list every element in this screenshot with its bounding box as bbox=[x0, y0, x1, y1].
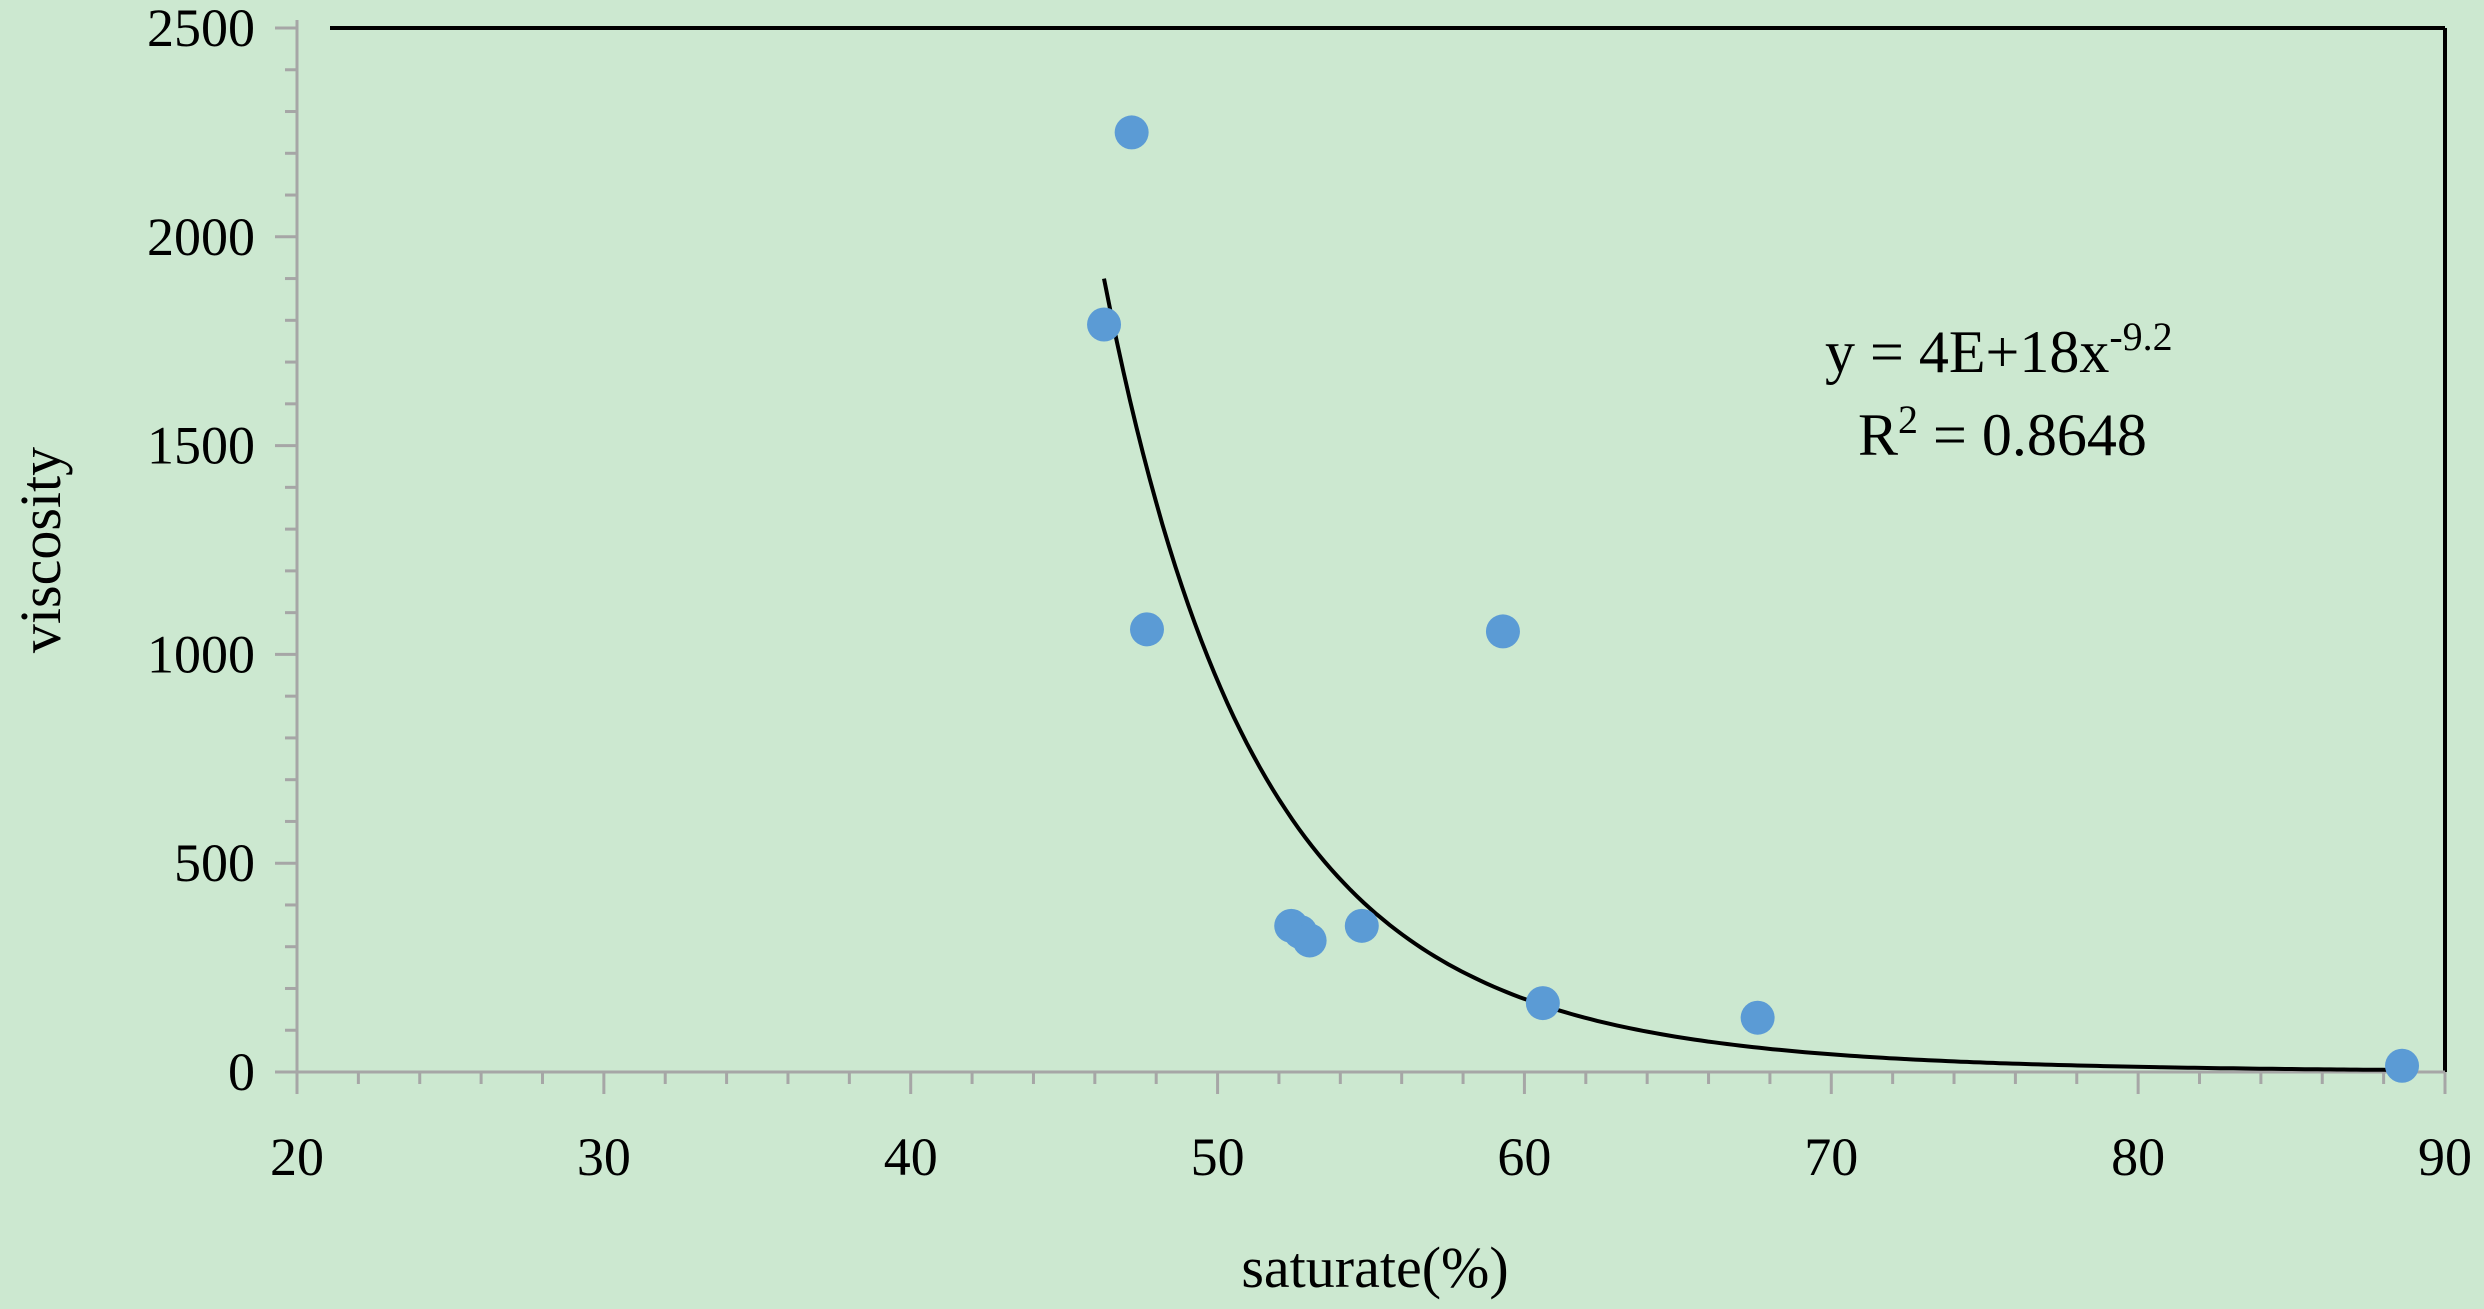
y-tick-label: 1000 bbox=[147, 624, 255, 684]
data-point bbox=[1087, 307, 1122, 342]
equation-exponent: -9.2 bbox=[2109, 314, 2172, 359]
x-axis-title: saturate(%) bbox=[1241, 1235, 1508, 1300]
trendline-equation: y = 4E+18x-9.2 bbox=[1825, 314, 2173, 385]
data-point bbox=[1740, 1000, 1775, 1035]
r2-prefix: R bbox=[1858, 402, 1898, 468]
x-tick-label: 50 bbox=[1191, 1127, 1245, 1187]
r2-superscript: 2 bbox=[1898, 397, 1918, 442]
data-point bbox=[1344, 908, 1379, 943]
x-tick-label: 20 bbox=[270, 1127, 324, 1187]
equation-lhs: y = 4E+18x bbox=[1825, 319, 2109, 385]
data-point bbox=[2385, 1048, 2420, 1083]
y-tick-label: 500 bbox=[174, 833, 255, 893]
r-squared-label: R2 = 0.8648 bbox=[1858, 397, 2147, 468]
axes bbox=[275, 20, 2447, 1094]
data-point bbox=[1525, 986, 1560, 1021]
y-axis-title: viscosity bbox=[8, 447, 73, 653]
y-tick-label: 2000 bbox=[147, 207, 255, 267]
data-point bbox=[1114, 115, 1149, 150]
x-tick-label: 70 bbox=[1804, 1127, 1858, 1187]
data-point bbox=[1129, 612, 1164, 647]
y-tick-label: 2500 bbox=[147, 0, 255, 58]
x-tick-label: 80 bbox=[2111, 1127, 2165, 1187]
y-tick-label: 1500 bbox=[147, 416, 255, 476]
x-tick-label: 90 bbox=[2418, 1127, 2472, 1187]
tick-labels: 0 500 1000 1500 2000 2500 20 30 40 50 60 70 80 90 bbox=[147, 0, 2472, 1187]
x-tick-label: 30 bbox=[577, 1127, 631, 1187]
data-point bbox=[1485, 614, 1520, 649]
r2-suffix: = 0.8648 bbox=[1918, 402, 2147, 468]
data-points bbox=[1087, 115, 2420, 1083]
y-tick-label: 0 bbox=[228, 1042, 255, 1102]
trendline bbox=[1102, 278, 2403, 1072]
data-point bbox=[1292, 923, 1327, 958]
x-tick-label: 40 bbox=[884, 1127, 938, 1187]
x-tick-label: 60 bbox=[1497, 1127, 1551, 1187]
